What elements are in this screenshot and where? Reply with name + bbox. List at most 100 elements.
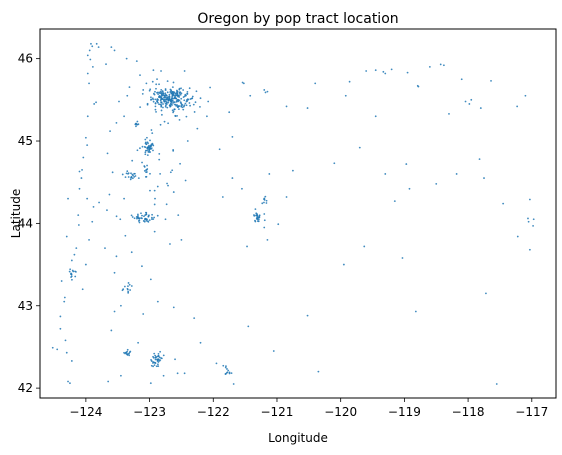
data-point [166,80,169,83]
data-point [384,173,387,175]
data-point [180,102,182,105]
data-point [406,71,409,74]
data-point [154,358,157,361]
data-point [527,220,530,223]
data-point [141,265,143,268]
data-point [128,351,131,354]
data-point [135,216,138,218]
data-point [145,219,148,222]
data-point [130,214,133,217]
data-point [65,351,68,354]
data-point [156,359,159,362]
data-point [185,100,188,103]
data-point [110,46,113,49]
data-point [169,104,171,106]
data-point [144,141,147,144]
data-point [169,171,172,174]
data-point [393,200,396,203]
data-point [149,382,152,385]
data-point [175,97,178,100]
data-point [74,270,76,273]
data-point [164,218,167,221]
data-point [162,106,164,109]
data-point [166,106,169,109]
data-point [528,248,531,251]
data-point [176,106,179,109]
data-point [158,95,161,97]
data-point [157,93,160,96]
data-point [126,94,129,97]
data-point [152,69,155,72]
data-point [157,352,160,355]
data-point [63,296,66,299]
data-point [149,88,152,91]
data-point [142,89,145,91]
data-point [382,70,385,73]
data-point [342,263,345,266]
data-point [120,374,122,377]
data-point [138,221,141,224]
data-point [152,98,154,101]
data-point [226,368,228,370]
data-point [70,259,73,262]
data-point [128,354,131,357]
data-point [261,202,264,205]
data-point [70,360,73,362]
data-point [127,290,130,293]
data-point [253,214,255,216]
data-point [516,235,519,238]
data-point [162,354,165,357]
data-point [188,87,191,90]
data-point [209,86,211,89]
data-point [184,93,187,96]
data-point [172,97,175,100]
data-point [185,104,188,107]
data-point [63,300,66,303]
data-point [163,99,165,102]
data-point [126,170,129,173]
data-point [194,101,197,104]
data-point [174,358,176,361]
data-point [182,89,185,91]
data-point [184,179,187,182]
data-point [71,278,73,281]
data-point [265,199,268,202]
data-point [145,175,148,178]
data-point [128,86,131,89]
data-point [155,87,157,90]
data-point [86,115,89,118]
data-point [158,83,160,86]
data-point [68,270,71,273]
data-point [151,80,154,83]
data-point [131,177,134,180]
data-point [127,172,129,175]
data-point [154,102,157,105]
data-point [123,285,126,288]
data-point [231,177,234,179]
data-point [189,104,191,107]
data-point [143,170,146,172]
data-point [263,226,266,229]
data-point [317,370,320,373]
data-point [127,353,129,355]
data-point [157,358,160,361]
data-point [156,78,158,80]
data-point [121,173,124,176]
data-point [169,91,172,93]
x-axis-label: Longitude [268,431,328,445]
data-point [153,216,156,219]
data-point [144,151,147,154]
data-point [90,42,92,45]
data-point [176,91,179,93]
data-point [127,176,130,178]
data-point [153,203,156,206]
data-point [156,214,159,217]
data-point [156,185,159,188]
data-point [137,220,140,222]
data-point [148,89,151,92]
data-point [206,115,208,118]
data-point [167,122,170,125]
data-point [98,201,100,204]
data-point [179,162,181,165]
